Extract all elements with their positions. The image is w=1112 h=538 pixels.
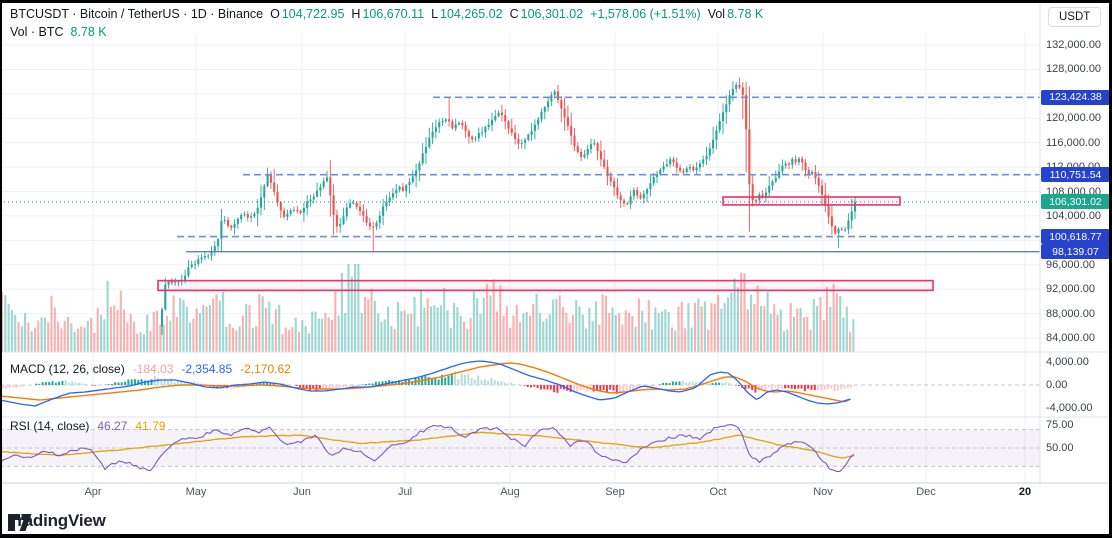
- macd-tick-label: 0.00: [1046, 379, 1068, 391]
- price-tick-label: 84,000.00: [1046, 332, 1095, 344]
- price-change: +1,578.06 (+1.51%): [590, 7, 701, 21]
- symbol-title[interactable]: BTCUSDT · Bitcoin / TetherUS · 1D · Bina…: [10, 7, 264, 21]
- time-label: Nov: [813, 486, 833, 498]
- price-tick-label: 128,000.00: [1046, 63, 1102, 76]
- macd-line-value: -2,354.85: [181, 362, 233, 376]
- frame-edge-right: [1109, 0, 1112, 538]
- frame-edge-left: [0, 0, 2, 538]
- time-label: May: [185, 486, 207, 498]
- macd-hist-value: -184.03: [132, 362, 174, 376]
- last-price-badge: 106,301.02: [1041, 194, 1110, 210]
- ohlc-open: O 104,722.95: [270, 7, 345, 21]
- time-label: Dec: [916, 486, 936, 498]
- macd-tick-label: -4,000.00: [1046, 402, 1093, 414]
- volume-readout: Vol 8.78 K: [707, 7, 764, 21]
- currency-toggle[interactable]: USDT: [1048, 7, 1102, 27]
- price-tick-label: 96,000.00: [1046, 258, 1095, 271]
- time-label: Apr: [84, 486, 102, 498]
- time-label: 20: [1018, 486, 1032, 498]
- time-label: Jun: [293, 486, 311, 498]
- tradingview-logo[interactable]: TradingView: [8, 511, 106, 531]
- frame-edge-bottom: [0, 534, 1112, 538]
- ohlc-close: C 106,301.02: [509, 7, 584, 21]
- macd-legend-title: MACD (12, 26, close): [10, 362, 125, 376]
- macd-legend[interactable]: MACD (12, 26, close) -184.03 -2,354.85 -…: [10, 362, 291, 376]
- price-tick-label: 104,000.00: [1046, 209, 1102, 222]
- tradingview-icon: [8, 514, 32, 531]
- time-label: Sep: [605, 486, 625, 498]
- time-label: Jul: [397, 486, 413, 498]
- rsi-tick-label: 50.00: [1046, 442, 1074, 454]
- ohlc-high: H 106,670.11: [351, 7, 425, 21]
- time-label: Aug: [500, 486, 520, 498]
- rsi-tick-label: 75.00: [1046, 419, 1074, 431]
- price-tick-label: 92,000.00: [1046, 283, 1095, 296]
- price-level-badge: 123,424.38: [1041, 89, 1110, 105]
- rsi-legend[interactable]: RSI (14, close) 46.27 41.79: [10, 419, 165, 433]
- frame-edge-top: [0, 0, 1112, 3]
- volume-legend-value: 8.78 K: [70, 25, 107, 39]
- macd-signal-value: -2,170.62: [240, 362, 291, 376]
- price-tick-label: 88,000.00: [1046, 307, 1095, 320]
- price-tick-label: 120,000.00: [1046, 112, 1102, 125]
- rsi-ma-value: 41.79: [135, 419, 166, 433]
- symbol-legend[interactable]: BTCUSDT · Bitcoin / TetherUS · 1D · Bina…: [10, 7, 763, 21]
- volume-legend[interactable]: Vol · BTC 8.78 K: [10, 25, 107, 39]
- price-level-badge: 110,751.54: [1041, 167, 1110, 183]
- tradingview-wordmark: TradingView: [8, 511, 106, 530]
- price-tick-label: 116,000.00: [1046, 136, 1101, 149]
- price-level-badge: 98,139.07: [1041, 244, 1110, 260]
- rsi-value: 46.27: [97, 419, 128, 433]
- volume-legend-title: Vol · BTC: [10, 25, 64, 39]
- macd-tick-label: 4,000.00: [1046, 356, 1089, 368]
- price-level-badge: 100,618.77: [1041, 229, 1110, 245]
- price-tick-label: 132,000.00: [1046, 39, 1102, 51]
- time-label: Oct: [709, 486, 727, 498]
- rsi-legend-title: RSI (14, close): [10, 419, 90, 433]
- ohlc-low: L 104,265.02: [431, 7, 503, 21]
